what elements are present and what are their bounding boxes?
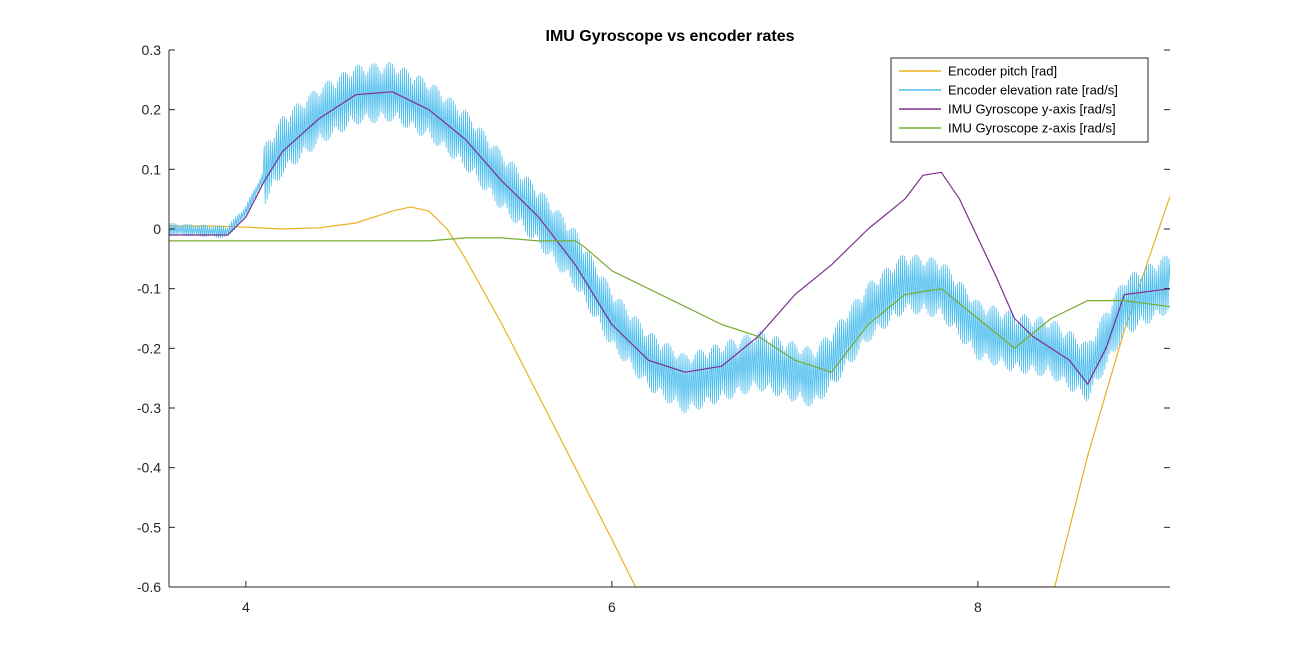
- x-tick-label: 8: [974, 599, 982, 615]
- legend-label: IMU Gyroscope y-axis [rad/s]: [948, 102, 1116, 117]
- legend-label: IMU Gyroscope z-axis [rad/s]: [948, 121, 1116, 136]
- y-tick-label: -0.5: [137, 519, 161, 535]
- y-tick-label: -0.1: [137, 281, 161, 297]
- y-tick-label: 0: [153, 221, 161, 237]
- legend-label: Encoder pitch [rad]: [948, 64, 1057, 79]
- y-tick-label: -0.6: [137, 579, 161, 595]
- chart-title: IMU Gyroscope vs encoder rates: [546, 28, 795, 45]
- y-tick-label: 0.1: [142, 161, 162, 177]
- y-tick-label: 0.2: [142, 102, 162, 118]
- legend-label: Encoder elevation rate [rad/s]: [948, 83, 1118, 98]
- y-tick-label: 0.3: [142, 42, 162, 58]
- series-line-2: [169, 61, 1170, 414]
- y-tick-label: -0.2: [137, 340, 161, 356]
- legend: Encoder pitch [rad] Encoder elevation rat…: [890, 57, 1149, 143]
- y-tick-label: -0.3: [137, 400, 161, 416]
- series-line-3: [169, 91, 1170, 385]
- y-tick-label: -0.4: [137, 460, 161, 476]
- series-line-1: [169, 196, 1170, 587]
- series-line-4: [169, 237, 1170, 373]
- x-tick-label: 6: [608, 599, 616, 615]
- x-tick-label: 4: [242, 599, 250, 615]
